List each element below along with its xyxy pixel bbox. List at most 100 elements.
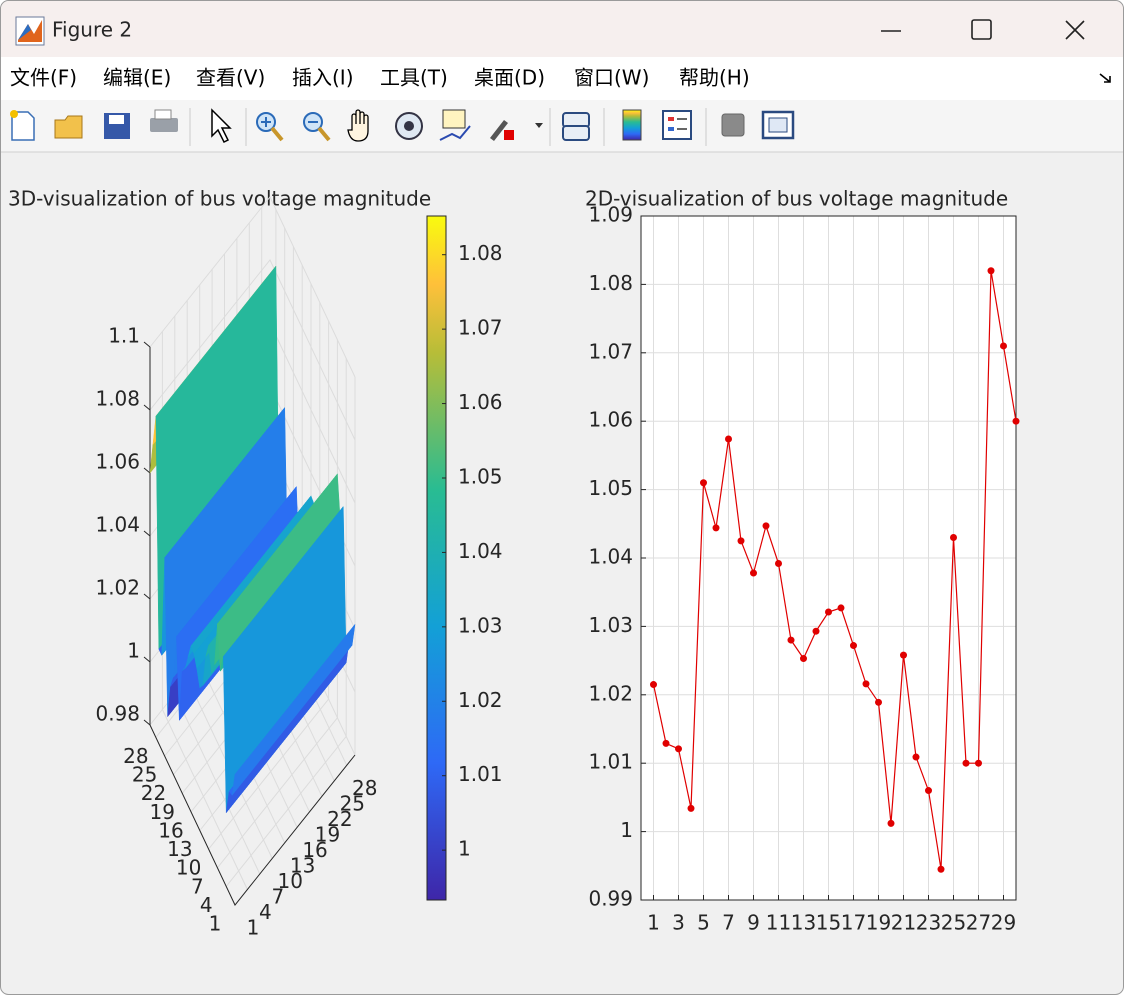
save-button[interactable] — [104, 113, 130, 139]
colorbar-tick-label: 1.05 — [458, 464, 503, 488]
data-point — [862, 680, 870, 688]
new-button[interactable] — [10, 110, 35, 141]
x-tick-label: 19 — [315, 822, 340, 846]
z-tick — [143, 656, 151, 663]
plots: 3D-visualization of bus voltage magnitud… — [8, 187, 1020, 940]
y-tick-label: 19 — [150, 800, 175, 824]
z-tick — [143, 404, 151, 411]
data-point — [850, 642, 857, 650]
open-button[interactable] — [54, 115, 83, 139]
grid-line — [149, 196, 356, 378]
x-tick-label: 10 — [278, 869, 303, 893]
y-tick-label: 22 — [141, 781, 166, 805]
menu-item[interactable]: 查看(V) — [196, 66, 265, 90]
y-tick-label: 1.07 — [588, 339, 633, 363]
data-point — [950, 533, 957, 541]
x-tick-label: 29 — [991, 911, 1016, 935]
line-plot: 2D-visualization of bus voltage magnitud… — [585, 187, 1020, 935]
y-tick-label: 28 — [123, 744, 148, 768]
data-point — [987, 267, 995, 275]
pointer-button[interactable] — [211, 108, 232, 144]
menu-item[interactable]: 帮助(H) — [679, 66, 750, 90]
data-point — [900, 651, 907, 659]
colorbar — [426, 215, 447, 901]
colorbar-tick-label: 1.08 — [458, 241, 503, 265]
x-tick-label: 5 — [697, 911, 710, 935]
dock-button[interactable] — [1099, 73, 1111, 83]
data-point — [787, 636, 795, 644]
z-tick-label: 1 — [127, 639, 140, 663]
x-tick-label: 21 — [891, 911, 916, 935]
x-tick-label: 4 — [259, 900, 272, 924]
y-tick-label: 1.05 — [588, 476, 633, 500]
close-button[interactable] — [1065, 20, 1085, 40]
y-tick-label: 25 — [132, 763, 157, 787]
data-point — [737, 537, 745, 545]
zoom-in-button[interactable] — [256, 112, 284, 142]
data-point — [700, 479, 707, 487]
z-tick — [143, 530, 151, 537]
x-tick-label: 7 — [271, 884, 284, 908]
x-tick-label: 3 — [672, 911, 685, 935]
data-point — [825, 608, 832, 616]
y-tick-label: 1.04 — [588, 545, 633, 569]
menu-item[interactable]: 桌面(D) — [474, 66, 545, 90]
data-point — [662, 739, 670, 747]
rotate-button[interactable] — [395, 112, 423, 140]
menu-bar — [1, 57, 1123, 100]
x-tick-label: 25 — [340, 791, 365, 815]
x-tick-label: 19 — [866, 911, 891, 935]
print-button[interactable] — [150, 109, 178, 132]
x-tick-label: 22 — [327, 807, 352, 831]
z-tick — [143, 719, 151, 726]
data-tips-button[interactable] — [439, 109, 471, 141]
x-tick-label: 13 — [791, 911, 816, 935]
x-tick-label: 25 — [941, 911, 966, 935]
chart-title: 3D-visualization of bus voltage magnitud… — [8, 187, 431, 211]
z-tick-label: 1.02 — [95, 576, 140, 600]
x-tick-label: 1 — [247, 916, 260, 940]
toolbar — [1, 100, 1123, 152]
y-tick-label: 4 — [200, 893, 213, 917]
y-tick-label: 0.99 — [588, 887, 633, 911]
data-point — [1012, 417, 1020, 425]
y-tick-label: 1 — [620, 818, 633, 842]
link-button[interactable] — [562, 112, 590, 141]
brush-button[interactable] — [490, 120, 543, 141]
y-tick-label: 1.08 — [588, 271, 633, 295]
y-tick-label: 1.03 — [588, 613, 633, 637]
colorbar-tick-label: 1.07 — [458, 316, 503, 340]
zoom-out-button[interactable] — [303, 112, 331, 142]
pan-button[interactable] — [347, 109, 369, 142]
x-tick-label: 16 — [302, 838, 327, 862]
legend-button[interactable] — [662, 110, 692, 140]
y-tick-label: 1 — [209, 912, 222, 936]
hide-tools-button[interactable] — [721, 113, 745, 137]
data-point — [675, 745, 682, 753]
z-tick-label: 1.04 — [95, 513, 140, 537]
data-point — [962, 759, 970, 767]
data-point — [837, 604, 845, 612]
maximize-button[interactable] — [971, 19, 992, 40]
data-point — [762, 522, 770, 530]
colorbar-button[interactable] — [622, 109, 642, 141]
x-tick-label: 23 — [916, 911, 941, 935]
z-tick-label: 1.06 — [95, 450, 140, 474]
x-tick-label: 11 — [766, 911, 791, 935]
data-point — [1000, 342, 1007, 350]
x-tick-label: 27 — [966, 911, 991, 935]
show-tools-button[interactable] — [761, 110, 795, 140]
data-point — [912, 753, 920, 761]
menu-item[interactable]: 工具(T) — [380, 66, 448, 90]
data-point — [712, 524, 720, 532]
data-point — [975, 759, 982, 767]
z-tick — [143, 341, 151, 348]
menu-item[interactable]: 编辑(E) — [103, 66, 171, 90]
menu-item[interactable]: 文件(F) — [10, 66, 77, 90]
surface-strip — [231, 623, 356, 797]
z-tick-label: 0.98 — [95, 702, 140, 726]
menu-item[interactable]: 窗口(W) — [574, 66, 649, 90]
menu-item[interactable]: 插入(I) — [292, 66, 354, 90]
window-title: Figure 2 — [52, 18, 132, 42]
